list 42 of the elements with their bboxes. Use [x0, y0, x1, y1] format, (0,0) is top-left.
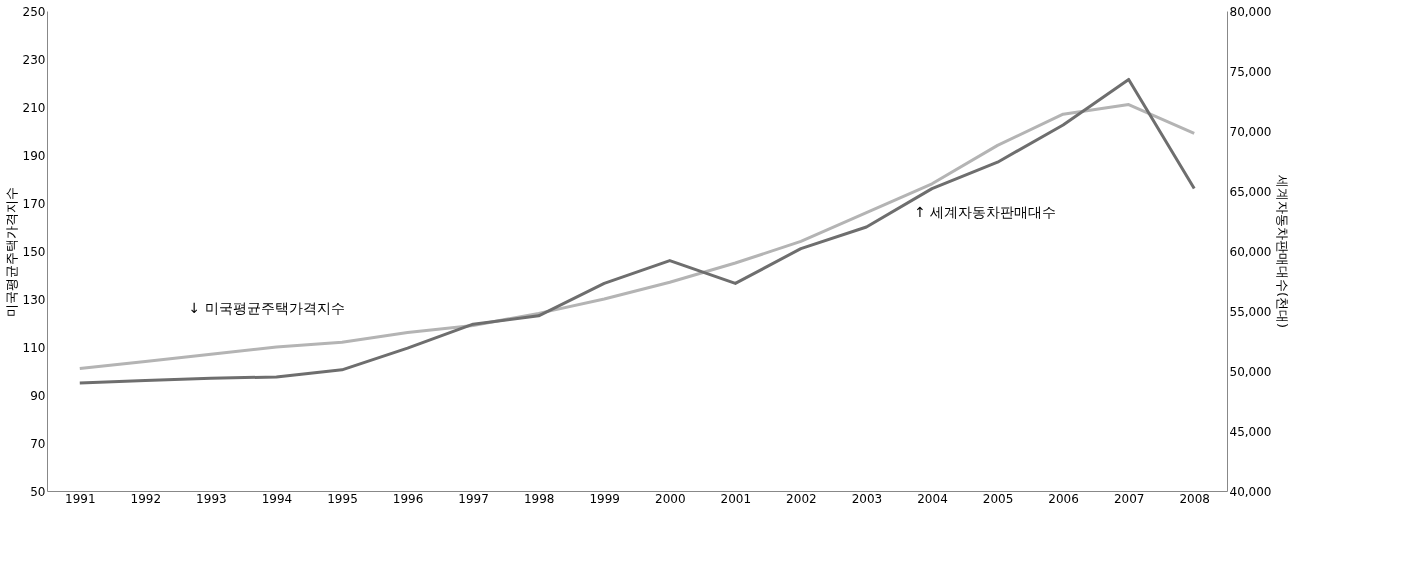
x-tick-label: 2005: [982, 491, 1014, 506]
y2-tick-label: 55,000: [1229, 304, 1272, 319]
x-tick-label: 2001: [720, 491, 752, 506]
x-tick-label: 1999: [589, 491, 620, 506]
y-tick-label: 250: [22, 4, 46, 19]
x-tick-label: 1995: [327, 491, 358, 506]
y-tick-label: 230: [22, 52, 46, 67]
series-label: ↓ 미국평균주택가격지수: [188, 299, 345, 316]
x-tick-label: 2008: [1179, 491, 1210, 506]
y2-tick-label: 50,000: [1229, 364, 1272, 379]
x-tick-label: 2002: [786, 491, 817, 506]
x-tick-label: 1996: [392, 491, 424, 506]
y-tick-label: 130: [22, 292, 46, 307]
y2-axis-title: 세계자동차판매대수(천대): [1275, 174, 1291, 329]
x-tick-label: 2004: [917, 491, 948, 506]
x-tick-label: 1991: [65, 491, 96, 506]
y-tick-label: 70: [30, 436, 46, 451]
y-tick-label: 110: [22, 340, 46, 355]
x-tick-label: 2000: [655, 491, 686, 506]
x-tick-label: 2003: [851, 491, 883, 506]
y-tick-label: 190: [22, 148, 46, 163]
y-tick-label: 50: [30, 484, 46, 499]
y2-tick-label: 70,000: [1229, 124, 1272, 139]
y-tick-label: 210: [22, 100, 46, 115]
y-tick-label: 150: [22, 244, 46, 259]
y2-tick-label: 80,000: [1229, 4, 1272, 19]
x-tick-label: 1993: [196, 491, 227, 506]
y2-tick-label: 65,000: [1229, 184, 1272, 199]
x-tick-label: 2007: [1113, 491, 1145, 506]
x-tick-label: 2006: [1048, 491, 1079, 506]
series-label: ↑ 세계자동차판매대수: [914, 203, 1057, 220]
x-tick-label: 1997: [458, 491, 489, 506]
y-tick-label: 90: [30, 388, 46, 403]
x-tick-label: 1998: [523, 491, 555, 506]
y2-tick-label: 45,000: [1229, 424, 1272, 439]
y-axis-title: 미국평균주택가격지수: [3, 186, 19, 317]
x-tick-label: 1992: [130, 491, 162, 506]
y2-tick-label: 40,000: [1229, 484, 1272, 499]
y2-tick-label: 60,000: [1229, 244, 1272, 259]
y-tick-label: 170: [22, 196, 46, 211]
x-tick-label: 1994: [261, 491, 293, 506]
y2-tick-label: 75,000: [1229, 64, 1272, 79]
